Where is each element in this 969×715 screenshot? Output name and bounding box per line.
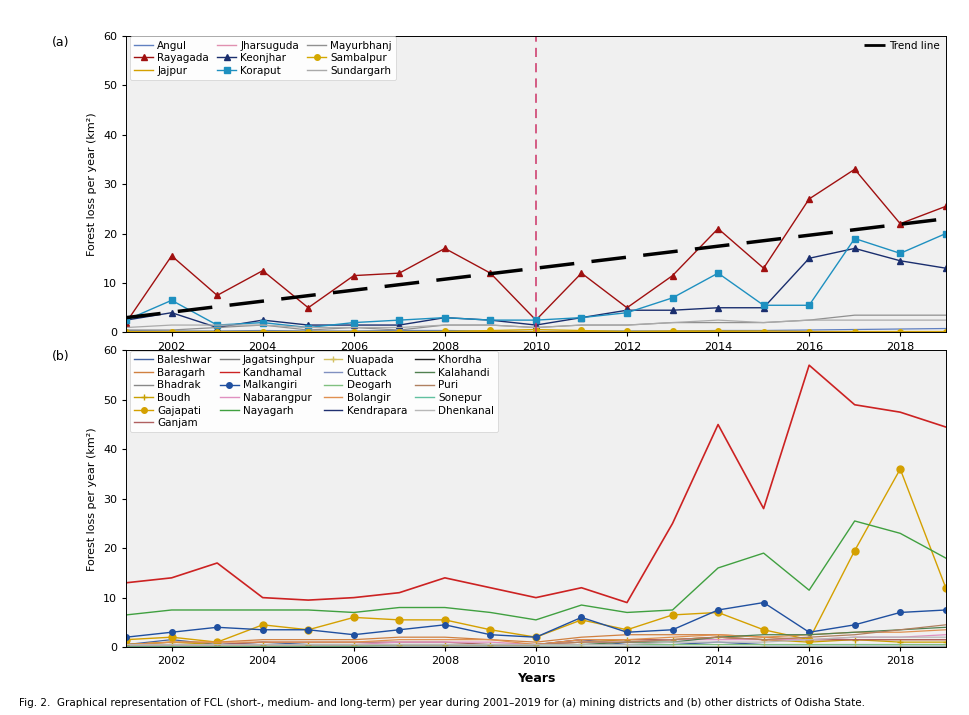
Text: (b): (b) — [52, 350, 70, 363]
Legend: Trend line: Trend line — [860, 36, 943, 54]
Y-axis label: Forest loss per year (km²): Forest loss per year (km²) — [87, 427, 97, 571]
Text: Fig. 2.  Graphical representation of FCL (short-, medium- and long-term) per yea: Fig. 2. Graphical representation of FCL … — [19, 698, 864, 708]
Text: (a): (a) — [52, 36, 70, 49]
Legend: Baleshwar, Baragarh, Bhadrak, Boudh, Gajapati, Ganjam, Jagatsinghpur, Kandhamal,: Baleshwar, Baragarh, Bhadrak, Boudh, Gaj… — [130, 351, 498, 433]
Y-axis label: Forest loss per year (km²): Forest loss per year (km²) — [87, 112, 97, 256]
X-axis label: Years: Years — [516, 671, 554, 685]
